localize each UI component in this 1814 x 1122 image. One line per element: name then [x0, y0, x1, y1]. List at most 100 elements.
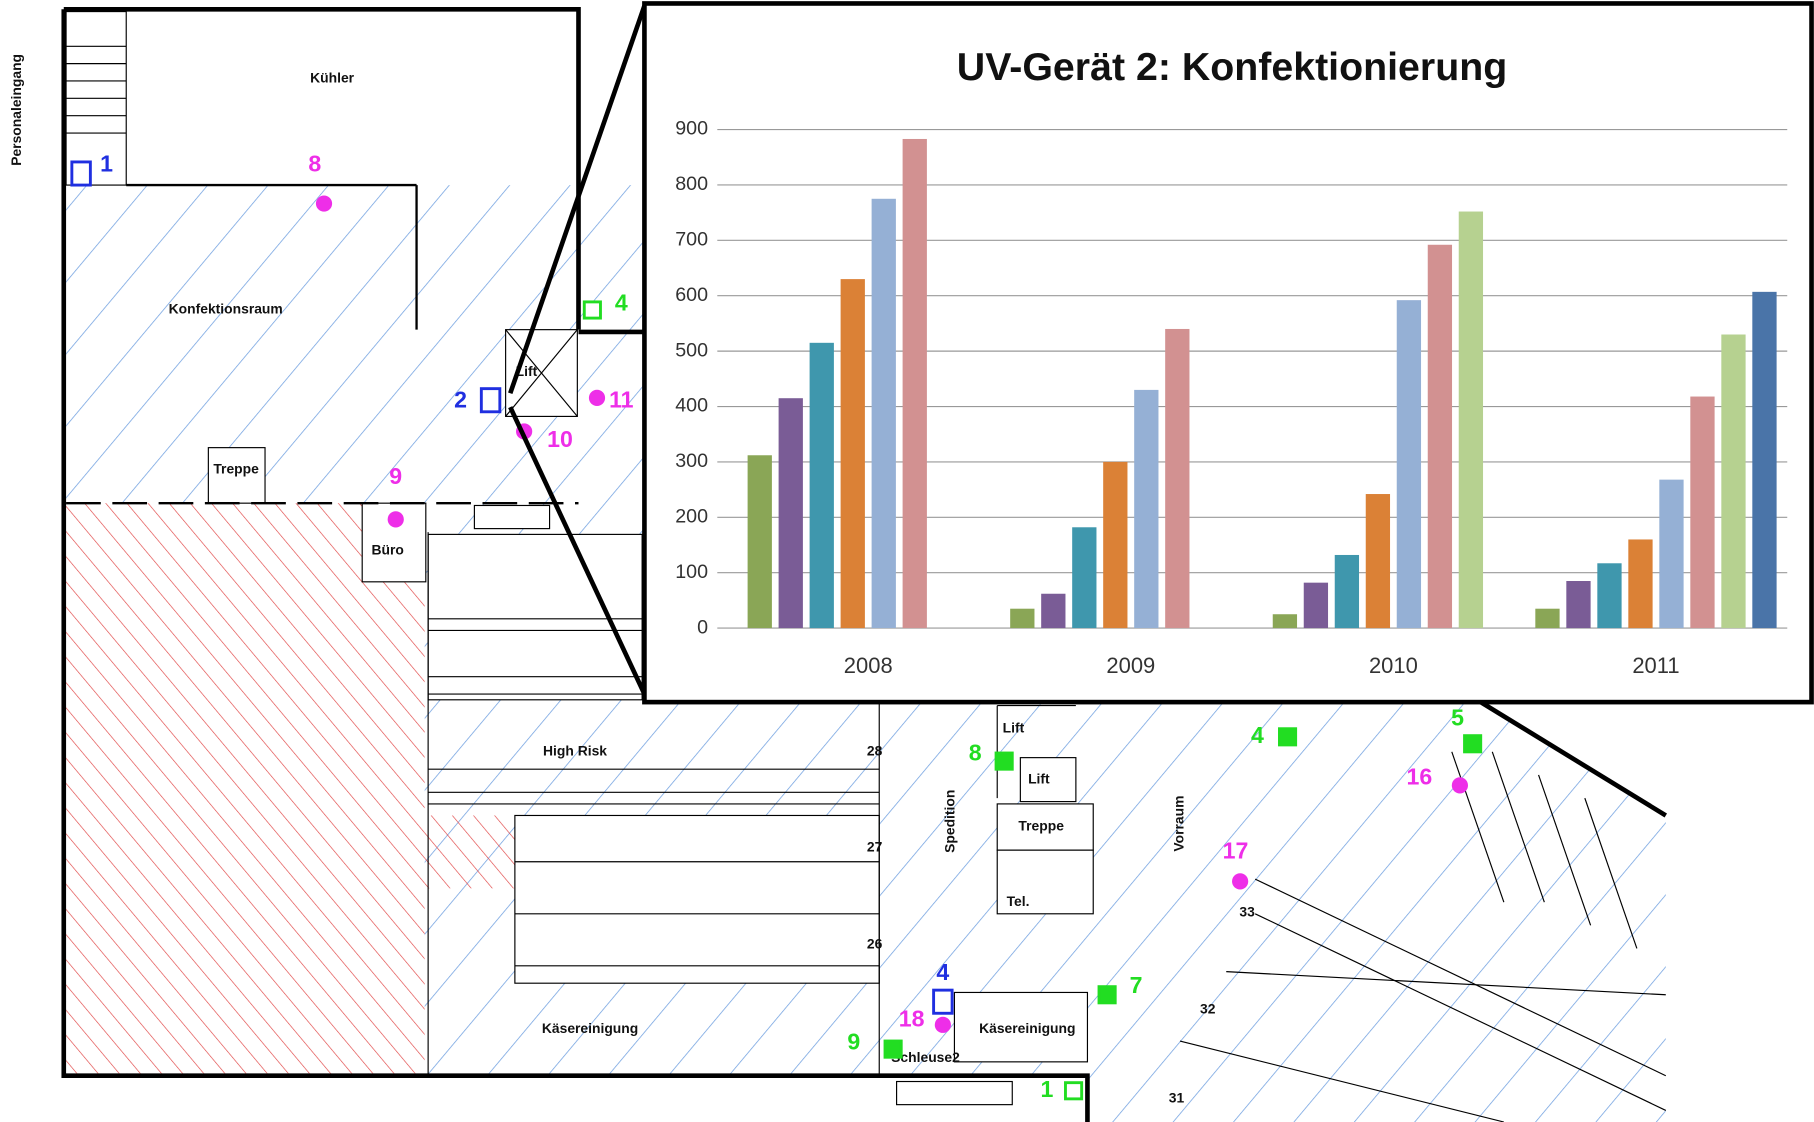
x-tick-label: 2008: [844, 653, 893, 678]
x-tick-label: 2009: [1106, 653, 1155, 678]
y-tick-label: 600: [675, 284, 708, 306]
y-tick-label: 900: [675, 118, 708, 140]
room-label: Spedition: [942, 790, 958, 853]
point-label: 8: [969, 739, 982, 765]
y-tick-label: 400: [675, 395, 708, 417]
outer-walls: [61, 6, 1668, 1122]
room-label: Personaleingang: [8, 54, 24, 166]
uv-device: [70, 160, 92, 187]
bar: [1535, 608, 1560, 629]
bar: [1041, 593, 1066, 629]
device-label: 2: [454, 386, 467, 412]
bar: [1103, 461, 1128, 629]
room-label: 32: [1200, 1000, 1216, 1016]
point-label: 9: [847, 1028, 860, 1054]
point-label: 18: [899, 1005, 925, 1031]
green-point: [994, 751, 1014, 771]
bar: [1365, 494, 1391, 629]
uv-device: [932, 988, 954, 1015]
sample-point: [315, 195, 333, 212]
room-label: Konfektionsraum: [169, 301, 283, 317]
point-label: 7: [1130, 972, 1143, 998]
point-label: 10: [547, 426, 573, 452]
x-tick-label: 2011: [1632, 653, 1679, 678]
bar: [1597, 563, 1622, 629]
bar: [1752, 291, 1777, 629]
device-label: 1: [100, 151, 113, 177]
room-label: Treppe: [1018, 818, 1064, 834]
zoom-lines: [508, 5, 647, 696]
bar: [1566, 581, 1591, 629]
sample-point: [934, 1016, 951, 1033]
sample-point: [387, 511, 404, 528]
bar: [1690, 396, 1715, 629]
point-label: 1: [1041, 1076, 1054, 1102]
room-label: 28: [867, 743, 883, 759]
room-label: Büro: [371, 541, 403, 557]
sample-point: [1451, 777, 1468, 794]
chart-title: UV-Gerät 2: Konfektionierung: [957, 45, 1507, 89]
bar: [1334, 554, 1360, 629]
room-label: 33: [1239, 903, 1255, 919]
y-tick-label: 800: [675, 173, 708, 195]
y-tick-label: 700: [675, 229, 708, 251]
room-label: Kühler: [310, 69, 355, 85]
device-label: 4: [936, 959, 949, 985]
y-tick-label: 0: [697, 616, 708, 638]
bar: [1659, 479, 1684, 629]
room-label: 26: [867, 936, 883, 952]
point-label: 8: [308, 151, 321, 177]
bar: [1010, 608, 1035, 629]
bar: [1721, 334, 1746, 629]
bar: [1628, 539, 1653, 629]
green-point: [1463, 734, 1483, 754]
room-label: Lift: [1003, 719, 1025, 735]
room-label: Lift: [1028, 770, 1050, 786]
green-point: [582, 300, 602, 320]
green-point: [1064, 1081, 1084, 1101]
uv-device: [479, 387, 502, 414]
y-tick-label: 100: [675, 561, 708, 583]
bar: [747, 455, 772, 629]
y-tick-label: 200: [675, 505, 708, 527]
sample-point: [1232, 873, 1249, 890]
bar: [840, 279, 865, 629]
point-label: 5: [1451, 705, 1464, 731]
sample-point: [588, 389, 606, 407]
point-label: 4: [1251, 722, 1264, 748]
x-tick-label: 2010: [1369, 653, 1418, 678]
room-label: 31: [1169, 1090, 1185, 1106]
bar: [1272, 614, 1298, 629]
inner-walls: [66, 183, 579, 505]
room-label: Käsereinigung: [542, 1020, 638, 1036]
room-label: Tel.: [1007, 893, 1030, 909]
bar: [809, 342, 834, 629]
bar: [871, 198, 896, 629]
green-point: [883, 1039, 903, 1059]
point-label: 16: [1407, 764, 1433, 790]
room-label: Treppe: [213, 460, 259, 476]
room-label: Vorraum: [1171, 796, 1187, 852]
bar: [1458, 211, 1484, 629]
red-area: [66, 503, 425, 1074]
point-label: 17: [1223, 838, 1249, 864]
floor-plan-labels: Personaleingang Kühler Konfektionsraum Trep…: [8, 54, 1483, 1106]
bar: [902, 138, 927, 629]
green-point: [1097, 985, 1117, 1005]
room-label: 27: [867, 839, 883, 855]
bar: [1134, 389, 1159, 629]
bar: [1165, 328, 1190, 629]
y-tick-label: 500: [675, 339, 708, 361]
red-area: [424, 815, 515, 889]
green-point: [1278, 727, 1298, 747]
point-label: 4: [615, 289, 628, 315]
bar: [1303, 582, 1329, 629]
room-label: Schleuse2: [891, 1049, 960, 1065]
bar: [1072, 527, 1097, 629]
room-label: High Risk: [543, 743, 607, 759]
chart: 0 100 200 300 400 500 600 700 800 900 2008 2009 2010…: [675, 118, 1788, 678]
bar: [1396, 300, 1422, 629]
point-label: 9: [389, 463, 402, 489]
